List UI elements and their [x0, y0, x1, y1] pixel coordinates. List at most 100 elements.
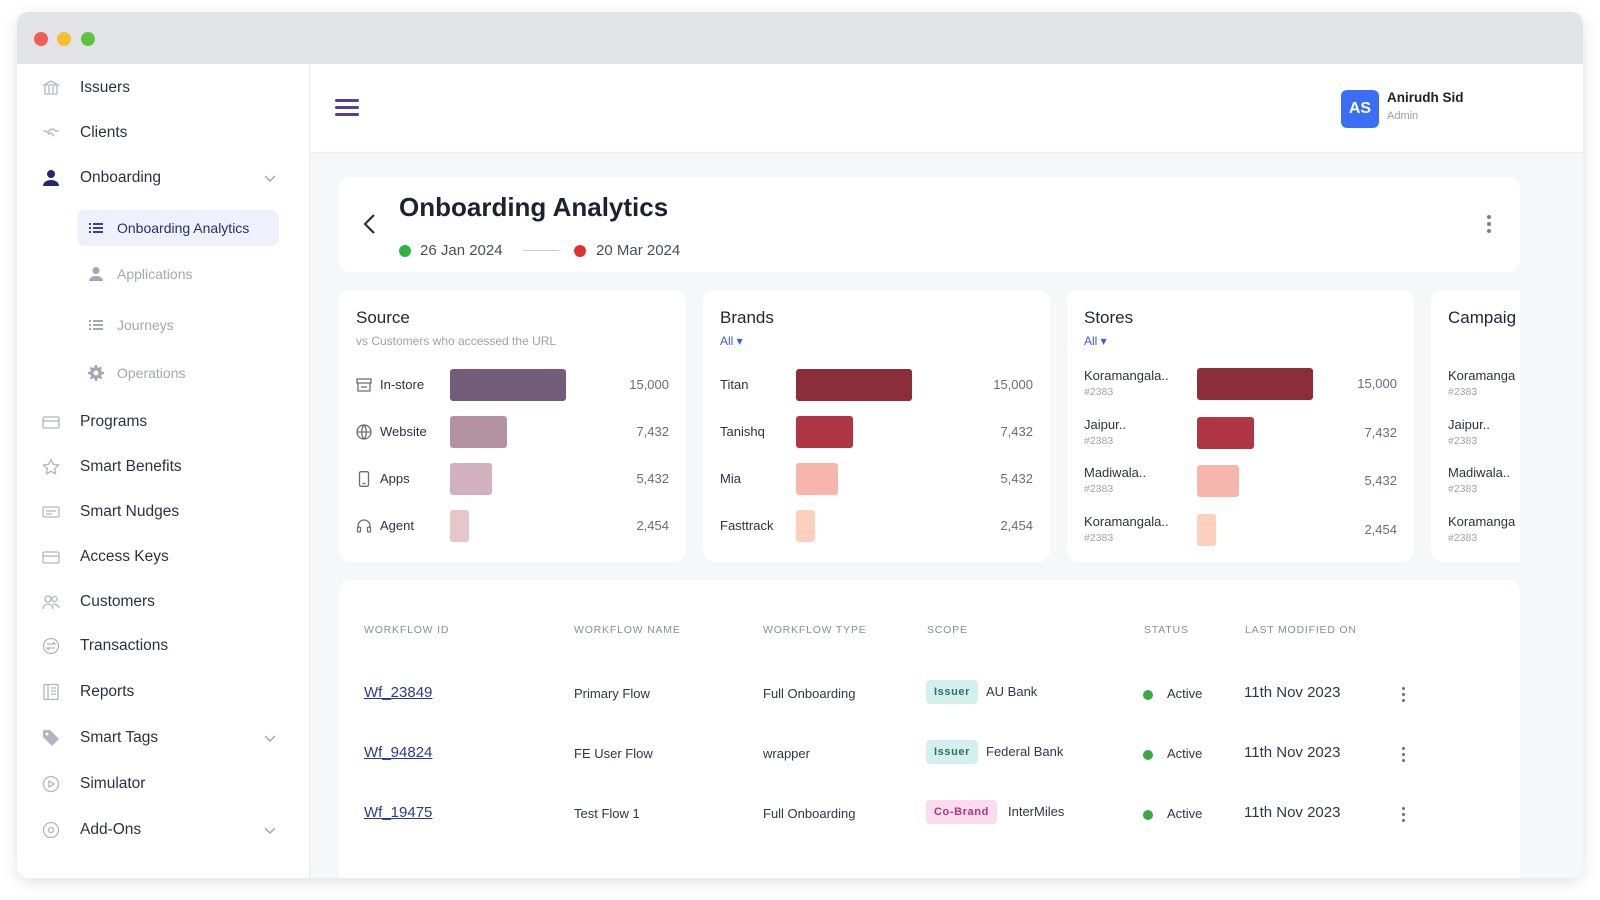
chart-bar-row[interactable]: Madiwala.. #2383 5,432 [1067, 461, 1414, 501]
column-header[interactable]: LAST MODIFIED ON [1245, 624, 1357, 636]
bar[interactable] [796, 463, 838, 495]
bar[interactable] [450, 510, 469, 542]
chart-bar-row[interactable]: Website 7,432 [339, 412, 686, 452]
workflow-name: Primary Flow [574, 686, 650, 701]
sidebar: Issuers Clients Onboarding Onboarding An… [17, 64, 310, 878]
chart-bar-row[interactable]: Fasttrack 2,454 [703, 506, 1050, 546]
status-text: Active [1167, 686, 1203, 701]
menu-icon[interactable] [335, 99, 361, 119]
bar[interactable] [1197, 368, 1313, 400]
column-header[interactable]: SCOPE [927, 624, 968, 636]
submenu-item-label: Onboarding Analytics [117, 220, 250, 236]
chart-bar-row[interactable]: Koramangala.. #2383 15,000 [1067, 364, 1414, 404]
row-more-icon[interactable] [1400, 744, 1408, 764]
workflow-id-link[interactable]: Wf_94824 [364, 744, 433, 761]
status-dot [1143, 810, 1153, 820]
chart-bar-row[interactable]: Titan 15,000 [703, 365, 1050, 405]
sidebar-item-simulator[interactable]: Simulator [17, 768, 310, 800]
bar[interactable] [1197, 513, 1216, 546]
star-icon [41, 457, 61, 477]
submenu-item-onboarding-analytics[interactable]: Onboarding Analytics [77, 210, 279, 246]
chart-bar-row[interactable]: Tanishq 7,432 [703, 412, 1050, 452]
sidebar-item-label: Add-Ons [80, 821, 142, 838]
sidebar-item-smart-nudges[interactable]: Smart Nudges [17, 496, 310, 528]
bar-value: 15,000 [993, 377, 1033, 392]
stores-filter-dropdown[interactable]: All ▾ [1084, 334, 1107, 348]
message-icon [41, 502, 61, 522]
column-header[interactable]: STATUS [1144, 624, 1189, 636]
bar[interactable] [450, 463, 492, 495]
sidebar-item-label: Reports [80, 683, 135, 700]
row-more-icon[interactable] [1400, 804, 1408, 824]
brands-filter-dropdown[interactable]: All ▾ [720, 334, 743, 348]
workflow-id-link[interactable]: Wf_23849 [364, 684, 433, 701]
workflow-id-link[interactable]: Wf_19475 [364, 804, 433, 821]
table-row[interactable]: Wf_23849 Primary Flow Full Onboarding Is… [339, 674, 1520, 714]
bar-label: Koramangala.. [1084, 368, 1169, 383]
bar-sublabel: #2383 [1084, 483, 1114, 495]
chart-bar-row[interactable]: Jaipur.. #2383 7,432 [1067, 413, 1414, 453]
submenu-item-operations[interactable]: Operations [77, 355, 279, 391]
sidebar-item-transactions[interactable]: Transactions [17, 630, 310, 662]
bar-value: 2,454 [1000, 518, 1033, 533]
bar[interactable] [450, 416, 507, 448]
sidebar-item-issuers[interactable]: Issuers [17, 72, 310, 104]
sidebar-item-label: Clients [80, 124, 128, 141]
chart-bar-row[interactable]: Madiwala.. #2383 [1431, 461, 1520, 501]
sidebar-item-smart-tags[interactable]: Smart Tags [17, 722, 310, 754]
user-icon [41, 168, 61, 188]
sidebar-item-label: Onboarding [80, 169, 162, 186]
chart-bar-row[interactable]: Koramanga #2383 [1431, 510, 1520, 550]
back-arrow-icon[interactable] [359, 211, 381, 237]
bar[interactable] [450, 369, 566, 401]
workflow-type: Full Onboarding [763, 806, 856, 821]
chart-bar-row[interactable]: Koramanga #2383 [1431, 364, 1520, 404]
row-more-icon[interactable] [1400, 684, 1408, 704]
sidebar-item-onboarding[interactable]: Onboarding [17, 162, 310, 194]
chevron-down-icon[interactable] [263, 171, 277, 185]
column-header[interactable]: WORKFLOW NAME [574, 624, 681, 636]
sidebar-item-programs[interactable]: Programs [17, 406, 310, 438]
chart-bar-row[interactable]: Koramangala.. #2383 2,454 [1067, 510, 1414, 550]
column-header[interactable]: WORKFLOW TYPE [763, 624, 867, 636]
chart-bar-row[interactable]: Jaipur.. #2383 [1431, 413, 1520, 453]
table-row[interactable]: Wf_94824 FE User Flow wrapper Issuer Fed… [339, 734, 1520, 774]
store-icon [356, 377, 372, 393]
more-options-icon[interactable] [1483, 213, 1495, 235]
chevron-down-icon[interactable] [263, 731, 277, 745]
chart-bar-row[interactable]: Agent 2,454 [339, 506, 686, 546]
bar[interactable] [796, 510, 815, 542]
bar-sublabel: #2383 [1084, 531, 1114, 544]
bar[interactable] [1197, 465, 1239, 497]
sidebar-item-customers[interactable]: Customers [17, 586, 310, 618]
sidebar-item-label: Transactions [80, 637, 169, 654]
maximize-window-button[interactable] [81, 32, 95, 46]
close-window-button[interactable] [34, 32, 48, 46]
bar[interactable] [1197, 416, 1254, 449]
sidebar-item-smart-benefits[interactable]: Smart Benefits [17, 451, 310, 483]
sidebar-item-reports[interactable]: Reports [17, 676, 310, 708]
chevron-down-icon[interactable] [263, 823, 277, 837]
minimize-window-button[interactable] [57, 32, 71, 46]
chart-title: Stores [1084, 308, 1134, 327]
bar-label: Jaipur.. [1084, 416, 1126, 432]
chart-bar-row[interactable]: In-store 15,000 [339, 365, 686, 405]
column-header[interactable]: WORKFLOW ID [364, 624, 450, 636]
avatar[interactable]: AS [1341, 90, 1379, 128]
chart-bar-row[interactable]: Mia 5,432 [703, 459, 1050, 499]
submenu-item-applications[interactable]: Applications [77, 256, 279, 292]
bar-value: 5,432 [636, 471, 669, 486]
globe-icon [356, 424, 372, 440]
submenu-item-journeys[interactable]: Journeys [77, 307, 279, 343]
bar[interactable] [796, 369, 912, 401]
sidebar-item-clients[interactable]: Clients [17, 117, 310, 149]
bar-label: Titan [720, 377, 749, 392]
sidebar-item-label: Smart Nudges [80, 503, 180, 520]
bar[interactable] [796, 416, 853, 448]
scope-badge: Co-Brand [926, 800, 997, 824]
sidebar-item-add-ons[interactable]: Add-Ons [17, 814, 310, 846]
sidebar-item-access-keys[interactable]: Access Keys [17, 541, 310, 573]
table-row[interactable]: Wf_19475 Test Flow 1 Full Onboarding Co-… [339, 794, 1520, 834]
sidebar-item-label: Simulator [80, 775, 146, 792]
chart-bar-row[interactable]: Apps 5,432 [339, 459, 686, 499]
